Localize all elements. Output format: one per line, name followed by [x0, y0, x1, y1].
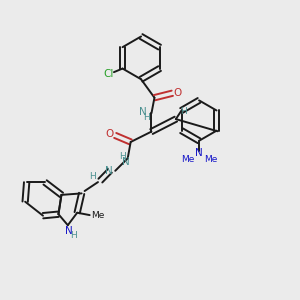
Text: N: N: [139, 107, 147, 117]
Text: H: H: [70, 231, 77, 240]
Text: H: H: [119, 152, 126, 161]
Text: N: N: [195, 148, 203, 158]
Text: Me: Me: [181, 155, 194, 164]
Text: Me: Me: [91, 211, 105, 220]
Text: N: N: [105, 166, 113, 176]
Text: H: H: [180, 107, 187, 116]
Text: N: N: [122, 157, 130, 167]
Text: Cl: Cl: [104, 69, 114, 79]
Text: O: O: [106, 129, 114, 139]
Text: Me: Me: [204, 155, 217, 164]
Text: N: N: [65, 226, 73, 236]
Text: H: H: [143, 113, 150, 122]
Text: H: H: [89, 172, 96, 181]
Text: O: O: [173, 88, 182, 98]
